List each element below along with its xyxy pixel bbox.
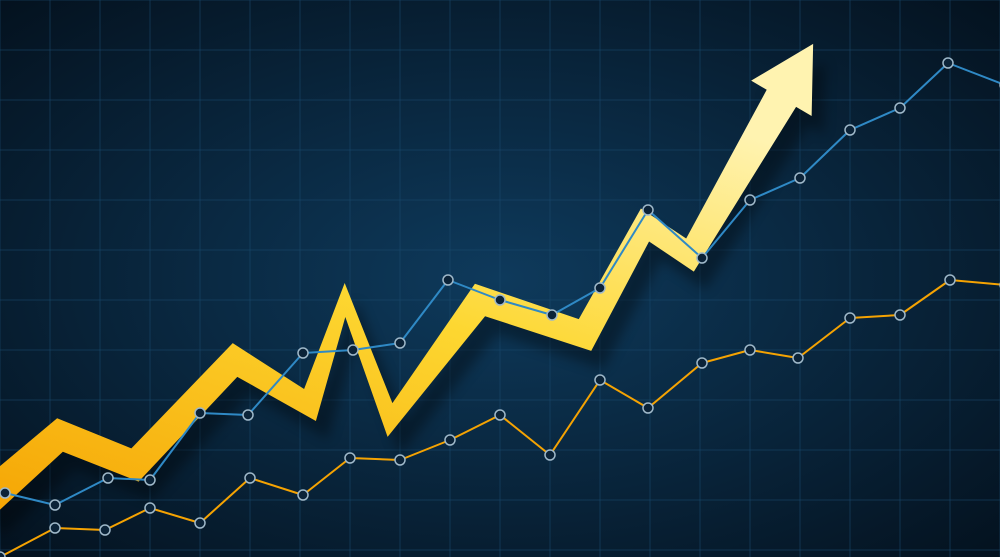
data-point bbox=[643, 205, 653, 215]
data-point bbox=[395, 455, 405, 465]
data-point bbox=[245, 473, 255, 483]
data-point bbox=[895, 103, 905, 113]
data-point bbox=[195, 408, 205, 418]
data-point bbox=[145, 503, 155, 513]
data-point bbox=[298, 490, 308, 500]
data-point bbox=[395, 338, 405, 348]
data-point bbox=[547, 310, 557, 320]
data-point bbox=[103, 473, 113, 483]
chart-svg bbox=[0, 0, 1000, 557]
data-point bbox=[145, 475, 155, 485]
data-point bbox=[445, 435, 455, 445]
data-point bbox=[50, 523, 60, 533]
data-point bbox=[595, 283, 605, 293]
data-point bbox=[348, 345, 358, 355]
data-point bbox=[895, 310, 905, 320]
data-point bbox=[793, 353, 803, 363]
data-point bbox=[195, 518, 205, 528]
data-point bbox=[545, 450, 555, 460]
data-point bbox=[745, 345, 755, 355]
data-point bbox=[50, 500, 60, 510]
data-point bbox=[495, 410, 505, 420]
data-point bbox=[495, 295, 505, 305]
data-point bbox=[845, 125, 855, 135]
data-point bbox=[345, 453, 355, 463]
data-point bbox=[697, 253, 707, 263]
data-point bbox=[0, 488, 10, 498]
data-point bbox=[643, 403, 653, 413]
data-point bbox=[595, 375, 605, 385]
data-point bbox=[943, 58, 953, 68]
data-point bbox=[845, 313, 855, 323]
data-point bbox=[745, 195, 755, 205]
data-point bbox=[697, 358, 707, 368]
data-point bbox=[795, 173, 805, 183]
growth-chart bbox=[0, 0, 1000, 557]
data-point bbox=[100, 525, 110, 535]
data-point bbox=[945, 275, 955, 285]
data-point bbox=[243, 410, 253, 420]
data-point bbox=[298, 348, 308, 358]
data-point bbox=[443, 275, 453, 285]
